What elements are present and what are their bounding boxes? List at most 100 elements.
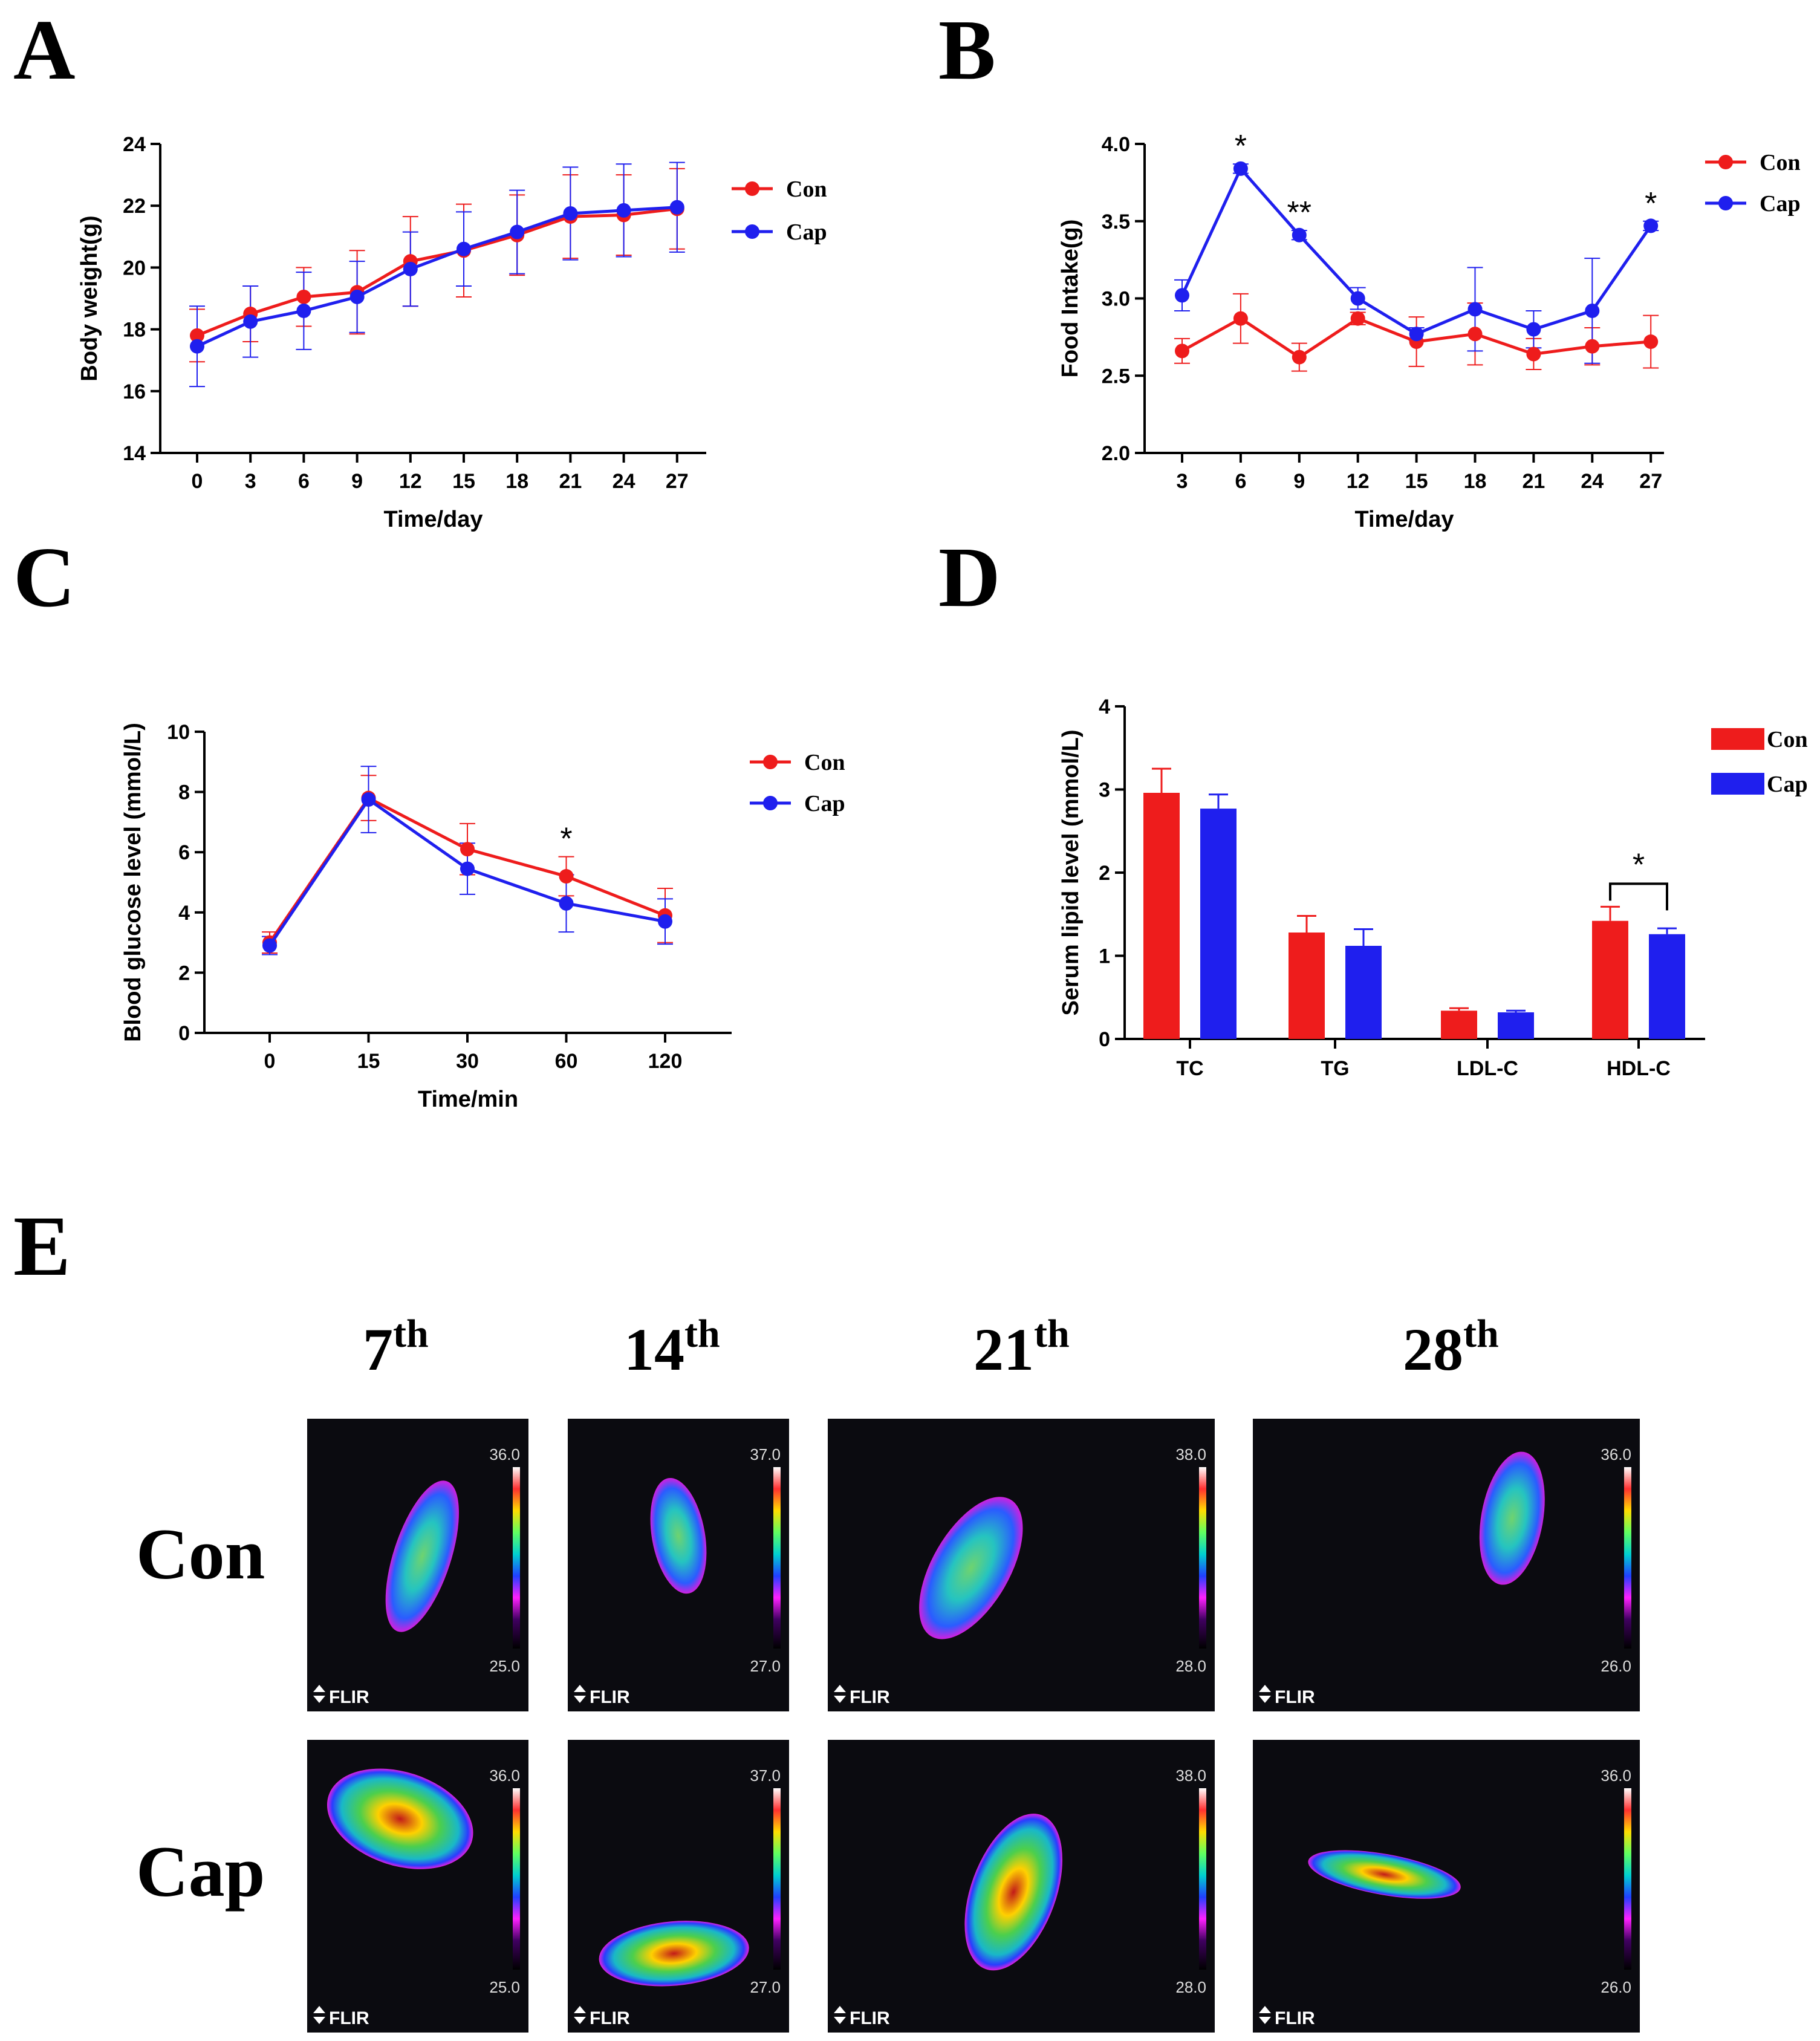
legend-swatch	[1711, 773, 1764, 795]
data-point	[1175, 288, 1189, 303]
data-point	[563, 206, 578, 221]
series-line-cap	[1180, 166, 1653, 336]
significance-bracket	[1609, 882, 1668, 911]
y-axis-title: Food Intake(g)	[1058, 220, 1083, 378]
flir-logo-icon	[313, 2006, 325, 2024]
data-point	[1526, 347, 1541, 362]
thermal-image-con-day-3: 36.0 26.0 FLIR	[1253, 1419, 1640, 1711]
scale-max-label: 36.0	[1601, 1445, 1631, 1463]
data-point	[616, 203, 631, 218]
series-line-cap	[196, 206, 677, 348]
mouse-thermal-silhouette	[1479, 1451, 1545, 1585]
data-point	[559, 869, 574, 884]
flir-logo-icon	[834, 2006, 846, 2024]
significance-marker: *	[1645, 186, 1657, 221]
data-point	[1292, 350, 1307, 365]
data-point	[1467, 302, 1483, 317]
thermal-background	[1253, 1419, 1640, 1711]
x-tick-label: 0	[192, 470, 203, 493]
scale-max-label: 36.0	[489, 1445, 520, 1463]
data-point	[1643, 334, 1659, 350]
x-axis-title: Time/day	[383, 507, 483, 532]
data-point	[190, 339, 204, 354]
legend-label-con: Con	[804, 750, 845, 775]
x-tick-label: 24	[613, 470, 635, 493]
x-axis-title: Time/min	[418, 1087, 518, 1112]
y-tick-label: 3.5	[1102, 210, 1130, 233]
flir-brand-label: FLIR	[590, 1687, 630, 1707]
chart-body-weight: 14 16 18 20 22 24 0 3 6 9 12 15 18 21 24 27 Time/day Body…	[77, 133, 827, 532]
flir-brand-label: FLIR	[329, 1687, 369, 1707]
y-tick-label: 2	[178, 962, 190, 985]
significance-marker: **	[1287, 195, 1311, 230]
x-tick-label: 27	[666, 470, 689, 493]
mouse-thermal-silhouette	[919, 1497, 1023, 1639]
significance-marker: *	[560, 822, 572, 857]
data-point	[1175, 343, 1189, 359]
bar-con-ldl-c	[1441, 1011, 1477, 1039]
x-axis-title: Time/day	[1354, 507, 1454, 532]
x-tick-label: 15	[452, 470, 475, 493]
scale-min-label: 28.0	[1175, 1978, 1206, 1996]
legend-marker	[1718, 196, 1733, 210]
legend-label-con: Con	[786, 177, 827, 202]
x-tick-label: 12	[399, 470, 422, 493]
y-tick-label: 14	[123, 442, 146, 465]
bar-con-hdl-c	[1592, 920, 1628, 1039]
x-tick-label: 18	[505, 470, 528, 493]
thermal-image-cap-day-2: 38.0 28.0 FLIR	[828, 1740, 1215, 2033]
data-point	[457, 241, 471, 256]
y-tick-label: 2.5	[1102, 365, 1130, 388]
x-tick-label: 21	[559, 470, 582, 493]
x-tick-label: 0	[264, 1050, 276, 1073]
legend-label-cap: Cap	[1767, 772, 1808, 797]
flir-brand-label: FLIR	[1275, 1687, 1315, 1707]
data-point	[243, 314, 258, 329]
mouse-thermal-silhouette	[327, 1768, 473, 1869]
data-point	[403, 261, 418, 276]
legend-label-cap: Cap	[804, 791, 845, 816]
x-tick-label: 18	[1464, 470, 1487, 493]
flir-brand-label: FLIR	[850, 1687, 890, 1707]
scale-max-label: 37.0	[750, 1445, 781, 1463]
thermal-image-cap-day-1: 37.0 27.0 FLIR	[568, 1740, 789, 2033]
temperature-scale-bar	[1624, 1467, 1631, 1649]
legend-marker	[745, 224, 759, 239]
scale-min-label: 28.0	[1175, 1657, 1206, 1675]
y-tick-label: 4	[1099, 695, 1110, 718]
panel-label-d: D	[938, 529, 1001, 625]
chart-food-intake: 2.0 2.5 3.0 3.5 4.0 3 6 9 12 15 18 21 24 27 Time/day Fo…	[1058, 129, 1801, 532]
data-point	[460, 861, 475, 876]
data-point	[349, 289, 365, 304]
flir-brand-label: FLIR	[329, 2008, 369, 2028]
y-tick-label: 0	[178, 1022, 190, 1045]
y-tick-label: 3.0	[1102, 288, 1130, 311]
data-point	[1233, 311, 1248, 326]
temperature-scale-bar	[1199, 1467, 1206, 1649]
chart-serum-lipid: 0 1 2 3 4 TC TG LDL-C HDL-C Serum lipid level (mm…	[1058, 695, 1808, 1080]
thermal-image-grid: 7th 14th 21th 28th Con Cap 36.025.0FLIR3…	[136, 1312, 1640, 2033]
chart-blood-glucose: 0 2 4 6 8 10 0 15 30 60 120 Time/min Blood glucose l…	[120, 721, 845, 1112]
legend-label-con: Con	[1760, 150, 1801, 175]
x-tick-label: 15	[1405, 470, 1428, 493]
x-tick-label: 15	[357, 1050, 380, 1073]
flir-logo-icon	[313, 1685, 325, 1703]
scale-min-label: 27.0	[750, 1657, 781, 1675]
x-tick-label: 30	[456, 1050, 479, 1073]
panel-label-c: C	[13, 529, 76, 625]
data-point	[1409, 327, 1424, 342]
legend-marker	[1718, 155, 1733, 169]
scale-max-label: 36.0	[489, 1766, 520, 1785]
y-tick-label: 22	[123, 195, 146, 218]
flir-brand-label: FLIR	[590, 2008, 630, 2028]
data-point	[1467, 327, 1483, 342]
series-line-con	[197, 207, 678, 337]
data-point	[669, 200, 684, 215]
temperature-scale-bar	[513, 1788, 520, 1970]
data-point	[1643, 218, 1659, 233]
day-label-7: 7th	[363, 1312, 429, 1383]
x-tick-label: 60	[555, 1050, 578, 1073]
bar-cap-tg	[1345, 946, 1382, 1039]
x-tick-label: 3	[245, 470, 256, 493]
